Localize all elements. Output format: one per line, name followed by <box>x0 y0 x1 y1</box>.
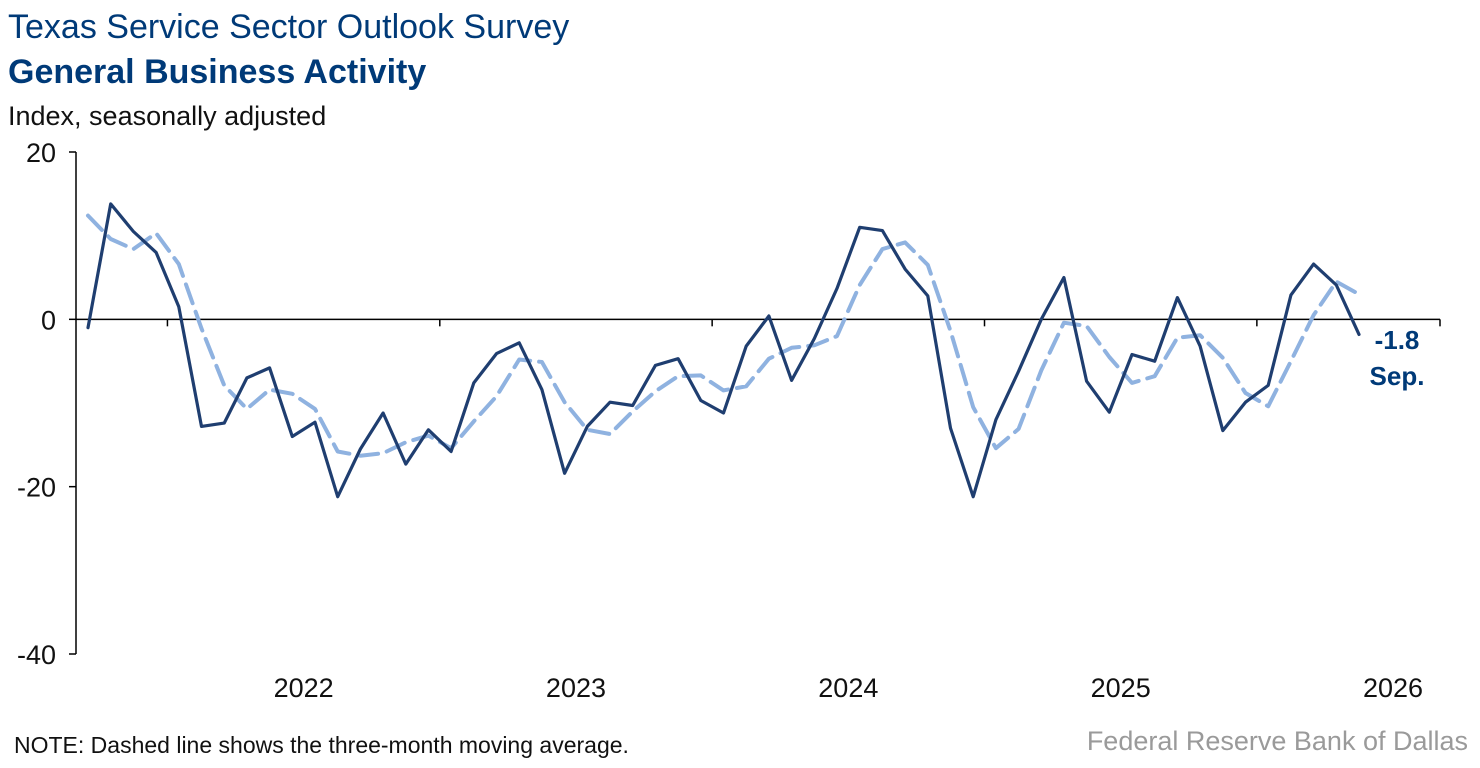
chart-labels: 20 0 -20 -40 2022 2023 2024 2025 2026 -1.8 Sep. <box>17 138 1424 703</box>
x-tick-label: 2024 <box>818 673 878 703</box>
x-tick-label: 2026 <box>1363 673 1423 703</box>
x-tick-label: 2025 <box>1091 673 1151 703</box>
y-tick-label: 0 <box>41 305 56 335</box>
chart-subtitle: General Business Activity <box>8 53 427 91</box>
chart-series <box>86 202 1361 499</box>
monthly-index-line <box>86 202 1361 499</box>
x-tick-label: 2023 <box>546 673 606 703</box>
y-tick-label: -20 <box>17 473 56 503</box>
y-tick-label: 20 <box>26 138 56 168</box>
source-credit: Federal Reserve Bank of Dallas <box>1086 726 1468 756</box>
chart-title: Texas Service Sector Outlook Survey <box>8 8 570 46</box>
last-value-label: -1.8 <box>1375 325 1420 355</box>
x-tick-label: 2022 <box>274 673 334 703</box>
chart-axes <box>69 151 1441 655</box>
moving-average-line <box>86 213 1361 458</box>
chart-note: NOTE: Dashed line shows the three-month … <box>14 732 629 758</box>
y-tick-label: -40 <box>17 640 56 670</box>
last-month-label: Sep. <box>1370 361 1425 391</box>
y-axis-label: Index, seasonally adjusted <box>8 101 327 131</box>
